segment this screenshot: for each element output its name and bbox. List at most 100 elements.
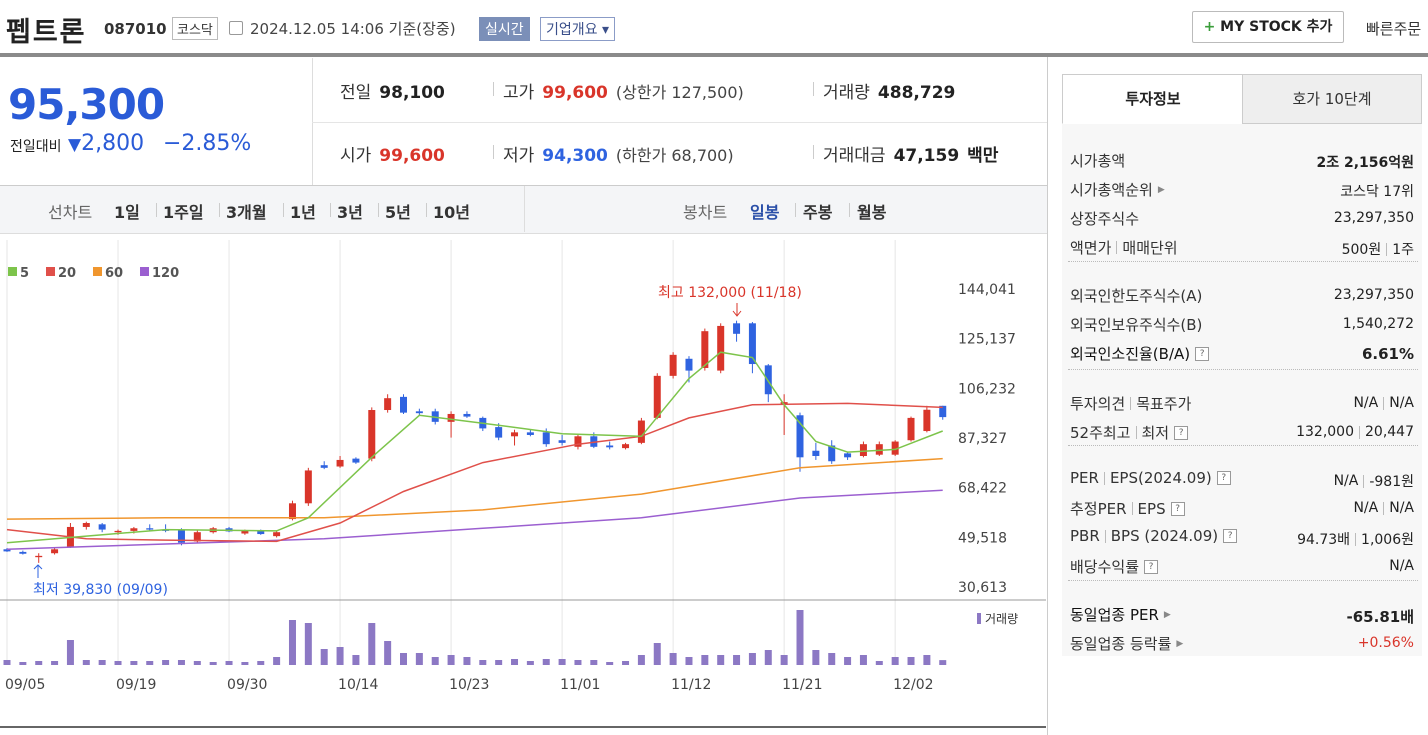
candle-body bbox=[939, 405, 947, 418]
value-sep bbox=[1383, 396, 1385, 410]
candle-body bbox=[320, 465, 328, 468]
volume-bar bbox=[19, 662, 27, 665]
row-label-box: 동일업종 PER ▶ bbox=[1070, 604, 1171, 625]
quote-value: 94,300 bbox=[542, 146, 608, 166]
row-value: N/A bbox=[1389, 558, 1414, 574]
help-icon[interactable]: ? bbox=[1174, 425, 1189, 440]
quote-value: 98,100 bbox=[379, 83, 445, 103]
company-label: 기업개요 bbox=[546, 22, 598, 38]
volume-bar bbox=[352, 655, 360, 665]
row-value-box: 6.61% bbox=[1362, 345, 1414, 363]
help-icon[interactable]: ? bbox=[1170, 501, 1185, 516]
row-label-box: 외국인보유주식수(B) bbox=[1070, 314, 1202, 335]
volume-bar bbox=[796, 610, 804, 665]
y-tick-label: 30,613 bbox=[958, 580, 1007, 596]
period-tab[interactable]: 10년 bbox=[433, 203, 470, 222]
volume-bar bbox=[82, 660, 90, 665]
row-value: 23,297,350 bbox=[1333, 287, 1414, 303]
candle-body bbox=[859, 444, 867, 456]
candle-body bbox=[844, 453, 852, 458]
quote-cell: 거래대금 47,159 백만 bbox=[823, 141, 998, 166]
period-tab[interactable]: 1년 bbox=[290, 203, 316, 222]
volume-bar bbox=[114, 661, 122, 665]
volume-bar bbox=[606, 662, 614, 665]
row-value: 1,006원 bbox=[1361, 532, 1414, 548]
volume-bar bbox=[622, 661, 630, 665]
row-value: N/A bbox=[1389, 500, 1414, 516]
label-sep bbox=[1104, 529, 1106, 543]
period-tab[interactable]: 1주일 bbox=[163, 203, 204, 222]
invest-tab[interactable]: 투자정보 bbox=[1062, 74, 1244, 124]
row-label-box: 배당수익률? bbox=[1070, 556, 1159, 577]
volume-bar bbox=[368, 623, 376, 665]
tab-sep bbox=[849, 203, 850, 217]
volume-bar bbox=[384, 641, 392, 665]
period-tab[interactable]: 3년 bbox=[337, 203, 363, 222]
volume-bar bbox=[939, 660, 947, 665]
volume-bar bbox=[653, 643, 661, 665]
realtime-button[interactable]: 실시간 bbox=[479, 17, 530, 41]
help-icon[interactable]: ? bbox=[1144, 559, 1159, 574]
stock-code: 087010 bbox=[104, 20, 167, 38]
label-sep bbox=[1131, 502, 1133, 515]
company-button[interactable]: 기업개요 ▾ bbox=[540, 17, 616, 41]
row-label: 동일업종 등락률 bbox=[1070, 635, 1172, 653]
period-tab[interactable]: 3개월 bbox=[226, 203, 267, 222]
x-tick-label: 11/12 bbox=[671, 677, 711, 693]
volume-bar bbox=[891, 657, 899, 665]
candle-body bbox=[526, 432, 534, 435]
row-value: 23,297,350 bbox=[1333, 210, 1414, 226]
candle-body bbox=[796, 415, 804, 458]
row-value: 1,540,272 bbox=[1342, 316, 1414, 332]
legend-swatch bbox=[93, 267, 102, 276]
candle-body bbox=[685, 358, 693, 371]
volume-bar bbox=[748, 653, 756, 665]
row-label: 배당수익률 bbox=[1070, 558, 1140, 576]
ma-line bbox=[6, 489, 943, 551]
tab-sep bbox=[795, 203, 796, 217]
candle-body bbox=[463, 413, 471, 417]
volume-bar bbox=[542, 659, 550, 665]
candle-tab[interactable]: 일봉 bbox=[750, 203, 780, 222]
ma-line bbox=[6, 351, 943, 544]
row-value-box: 23,297,350 bbox=[1334, 287, 1414, 303]
help-icon[interactable]: ? bbox=[1216, 471, 1231, 485]
candle-body bbox=[669, 354, 677, 376]
row-value-box: -65.81배 bbox=[1347, 606, 1414, 627]
mystock-button[interactable]: + MY STOCK 추가 bbox=[1192, 11, 1344, 43]
volume-bar bbox=[3, 660, 11, 665]
tab-sep bbox=[219, 203, 220, 217]
quote-divider bbox=[312, 58, 313, 185]
volume-bar bbox=[812, 650, 820, 665]
help-icon[interactable]: ? bbox=[1195, 346, 1210, 361]
volume-bar bbox=[35, 661, 43, 665]
candle-body bbox=[574, 436, 582, 447]
row-value-box: 2조 2,156억원 bbox=[1316, 152, 1414, 172]
tab-sep bbox=[283, 203, 284, 217]
volume-bar bbox=[146, 661, 154, 665]
row-value-box: 132,000 20,447 bbox=[1296, 424, 1414, 440]
calendar-icon bbox=[229, 21, 243, 35]
ma-line bbox=[6, 402, 943, 543]
candle-body bbox=[606, 445, 614, 448]
candle-tab[interactable]: 주봉 bbox=[803, 203, 833, 222]
change-label: 전일대비 bbox=[10, 139, 62, 155]
quick-order[interactable]: 빠른주문 bbox=[1366, 20, 1422, 38]
row-label-box: 52주최고 최저? bbox=[1070, 422, 1189, 443]
row-value-box: 23,297,350 bbox=[1334, 210, 1414, 226]
period-tab[interactable]: 1일 bbox=[114, 203, 140, 222]
candle-body bbox=[828, 445, 836, 462]
candle-tab[interactable]: 월봉 bbox=[857, 203, 887, 222]
volume-bar bbox=[558, 659, 566, 665]
volume-bar bbox=[685, 657, 693, 665]
quote-label: 고가 bbox=[503, 83, 535, 103]
x-tick-label: 09/19 bbox=[116, 677, 156, 693]
legend-swatch bbox=[8, 267, 17, 276]
help-icon[interactable]: ? bbox=[1223, 529, 1238, 543]
row-value: N/A bbox=[1389, 395, 1414, 411]
invest-tab[interactable]: 호가 10단계 bbox=[1242, 74, 1422, 124]
period-tab[interactable]: 5년 bbox=[385, 203, 411, 222]
volume-bar bbox=[209, 662, 217, 665]
period-bar bbox=[0, 185, 1047, 234]
row-label-box: 동일업종 등락률 ▶ bbox=[1070, 633, 1183, 654]
